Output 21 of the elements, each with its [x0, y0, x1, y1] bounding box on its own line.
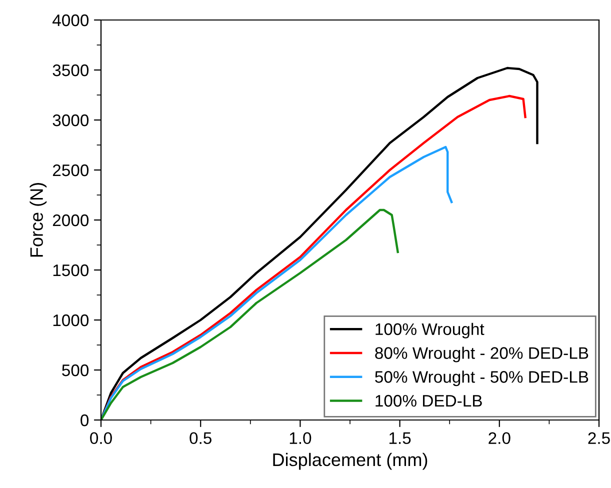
- x-axis-title: Displacement (mm): [273, 452, 428, 470]
- y-tick-label: 1000: [53, 314, 89, 326]
- x-tick-label: 1.0: [290, 432, 312, 444]
- x-tick-label: 0.0: [90, 432, 112, 444]
- y-axis-title: Force (N): [30, 183, 47, 257]
- x-tick-label: 2.5: [588, 432, 610, 444]
- y-tick-label: 2500: [52, 164, 89, 176]
- x-tick-label: 0.5: [190, 432, 212, 444]
- y-tick-label: 1500: [53, 264, 89, 276]
- y-tick-label: 2000: [52, 214, 89, 226]
- y-tick-label: 4000: [52, 14, 89, 26]
- legend-label: 80% Wrought - 20% DED-LB: [375, 346, 588, 362]
- y-tick-label: 3500: [52, 64, 89, 76]
- y-tick-label: 0: [80, 414, 89, 426]
- x-tick-label: 1.5: [389, 432, 411, 444]
- legend-label: 100% DED-LB: [376, 394, 482, 407]
- y-tick-label: 500: [62, 364, 89, 376]
- legend-label: 100% Wrought: [376, 322, 484, 338]
- y-tick-label: 3000: [52, 114, 89, 126]
- legend-label: 50% Wrought - 50% DED-LB: [375, 370, 588, 386]
- x-tick-label: 2.0: [488, 432, 510, 444]
